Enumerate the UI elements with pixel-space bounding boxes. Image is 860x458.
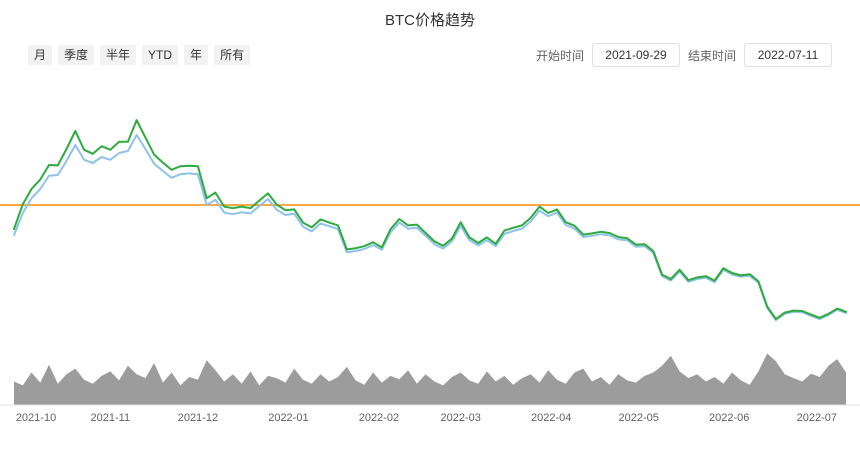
filter-year-button[interactable]: 年 (184, 44, 209, 66)
date-range-controls: 开始时间 结束时间 (536, 43, 832, 67)
end-date-input[interactable] (744, 43, 832, 67)
x-axis-label: 2021-10 (16, 412, 56, 424)
filter-ytd-button[interactable]: YTD (142, 44, 179, 66)
x-axis-label: 2021-12 (178, 412, 218, 424)
btc-price-chart[interactable]: 2021-10 2021-11 2021-12 2022-01 2022-02 2022-… (0, 87, 860, 439)
x-axis-label: 2022-02 (359, 412, 399, 424)
range-filter-group: 月 季度 半年 YTD 年 所有 (28, 44, 251, 66)
filter-halfyear-button[interactable]: 半年 (100, 44, 137, 66)
page-title: BTC价格趋势 (384, 12, 475, 29)
green-line (13, 119, 847, 320)
end-time-label: 结束时间 (687, 48, 736, 63)
filter-quarter-button[interactable]: 季度 (58, 44, 95, 66)
x-axis-label: 2022-01 (268, 412, 308, 424)
x-axis-label: 2022-04 (531, 412, 571, 424)
x-axis-label: 2021-11 (91, 412, 131, 424)
controls-row: 月 季度 半年 YTD 年 所有 开始时间 结束时间 (28, 43, 832, 67)
filter-month-button[interactable]: 月 (28, 44, 53, 66)
x-axis-label: 2022-07 (797, 412, 837, 424)
price-chart-svg[interactable]: 2021-10 2021-11 2021-12 2022-01 2022-02 2022-… (0, 87, 860, 439)
x-axis-label: 2022-03 (441, 412, 481, 424)
start-time-label: 开始时间 (535, 48, 584, 63)
blue-line (13, 134, 847, 322)
filter-all-button[interactable]: 所有 (214, 44, 251, 66)
x-axis-label: 2022-05 (619, 412, 659, 424)
volume-area (14, 353, 846, 405)
start-date-input[interactable] (591, 43, 680, 67)
x-axis-label: 2022-06 (709, 412, 749, 424)
